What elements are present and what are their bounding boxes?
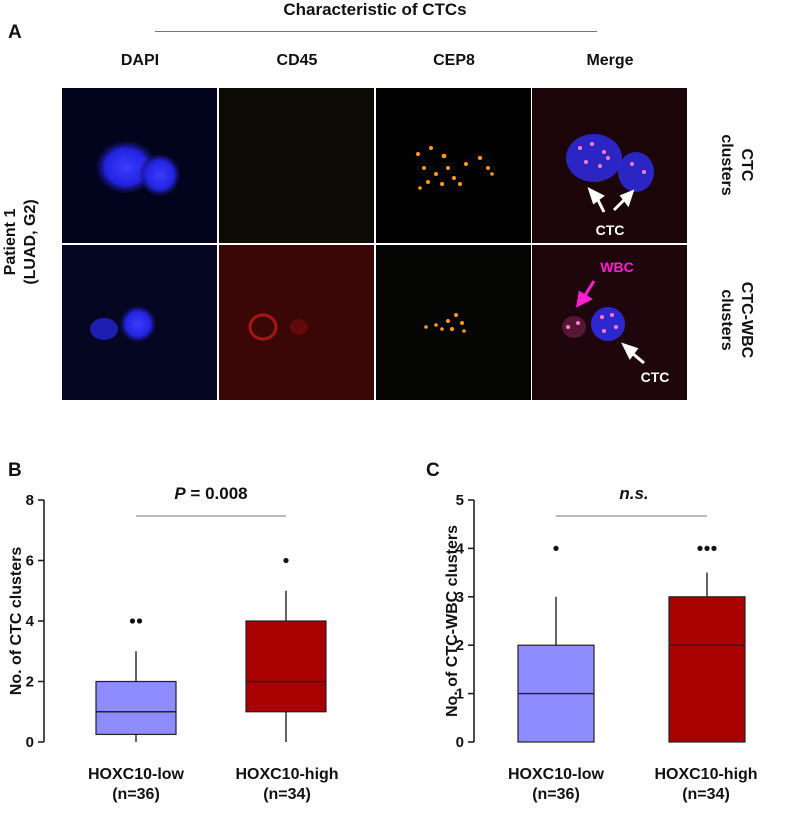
column-header-cd45: CD45	[276, 52, 318, 69]
y-tick-label: 5	[456, 492, 464, 509]
outlier-point	[129, 618, 136, 624]
cep8-signals	[424, 313, 466, 333]
merge-overlay	[562, 280, 645, 365]
micrograph-cep8-ctc-wbc-cluster	[376, 245, 531, 400]
dapi-nuclei	[90, 306, 156, 342]
x-category-line2: (n=36)	[112, 786, 160, 803]
box-high	[668, 545, 746, 743]
y-tick-label: 8	[26, 492, 34, 509]
y-tick-label: 0	[456, 734, 464, 751]
micrograph-merge-ctc-wbc-cluster: WBC CTC	[532, 245, 687, 400]
x-category-line2: (n=36)	[532, 786, 580, 803]
micrograph-cep8-ctc-cluster	[376, 88, 531, 243]
y-axis-label-c: No. of CTC-WBC clusters	[444, 525, 461, 717]
column-header-dapi: DAPI	[120, 52, 160, 69]
box-low	[517, 545, 595, 743]
y-tick-label: 2	[26, 674, 34, 691]
outlier-point	[136, 618, 143, 624]
significance-label-c: n.s.	[619, 484, 649, 503]
x-category-line1: HOXC10-low	[87, 766, 184, 783]
significance-label-b: P = 0.008	[131, 484, 291, 504]
column-header-cep8: CEP8	[433, 52, 475, 69]
outlier-point	[711, 545, 717, 552]
micrograph-merge-ctc-cluster: CTC	[532, 88, 687, 243]
micrograph-dapi-ctc-cluster	[62, 88, 217, 243]
panel-letter-b: B	[8, 460, 22, 482]
panel-letter-a: A	[8, 22, 22, 43]
panel-letter-b-text: B	[8, 460, 22, 481]
cd45-signal	[248, 313, 308, 341]
box-iqr	[95, 680, 177, 736]
y-tick-label: 4	[456, 540, 465, 557]
box-low	[95, 618, 177, 742]
annotation-ctc-bottom: CTC	[640, 369, 670, 385]
x-category-line2: (n=34)	[263, 786, 311, 803]
x-category-line1: HOXC10-high	[235, 766, 339, 783]
title-underline	[155, 31, 597, 32]
y-tick-label: 4	[26, 613, 35, 630]
panel-letter-c-text: C	[426, 460, 440, 481]
annotation-wbc: WBC	[600, 259, 634, 275]
y-tick-label: 3	[456, 589, 464, 606]
micrograph-dapi-ctc-wbc-cluster	[62, 245, 217, 400]
x-category-line1: HOXC10-low	[507, 766, 604, 783]
x-category-low-c: HOXC10-low (n=36)	[486, 765, 626, 805]
column-header-merge: Merge	[586, 52, 634, 69]
p-symbol: P	[174, 484, 186, 503]
panel-a-title: Characteristic of CTCs	[283, 0, 467, 19]
dapi-nuclei	[96, 141, 180, 196]
panel-letter-c: C	[426, 460, 440, 482]
outlier-point	[553, 545, 559, 552]
x-category-high-c: HOXC10-high (n=34)	[636, 765, 776, 805]
micrograph-cd45-ctc-wbc-cluster	[219, 245, 374, 400]
y-tick-label: 6	[26, 553, 34, 570]
outlier-point	[283, 557, 289, 564]
outlier-point	[697, 545, 703, 552]
box-iqr	[668, 596, 746, 743]
x-category-high-b: HOXC10-high (n=34)	[217, 765, 357, 805]
x-category-low-b: HOXC10-low (n=36)	[66, 765, 206, 805]
merge-overlay	[566, 134, 654, 213]
p-value: = 0.008	[185, 484, 248, 503]
x-category-line1: HOXC10-high	[654, 766, 758, 783]
annotation-ctc-top: CTC	[595, 222, 625, 238]
y-tick-label: 1	[456, 686, 464, 703]
box-iqr	[245, 620, 327, 713]
x-category-line2: (n=34)	[682, 786, 730, 803]
y-tick-label: 0	[26, 734, 34, 751]
box-high	[245, 557, 327, 742]
cep8-signals	[416, 146, 494, 190]
y-tick-label: 2	[456, 637, 464, 654]
outlier-point	[704, 545, 710, 552]
micrograph-cd45-ctc-cluster	[219, 88, 374, 243]
